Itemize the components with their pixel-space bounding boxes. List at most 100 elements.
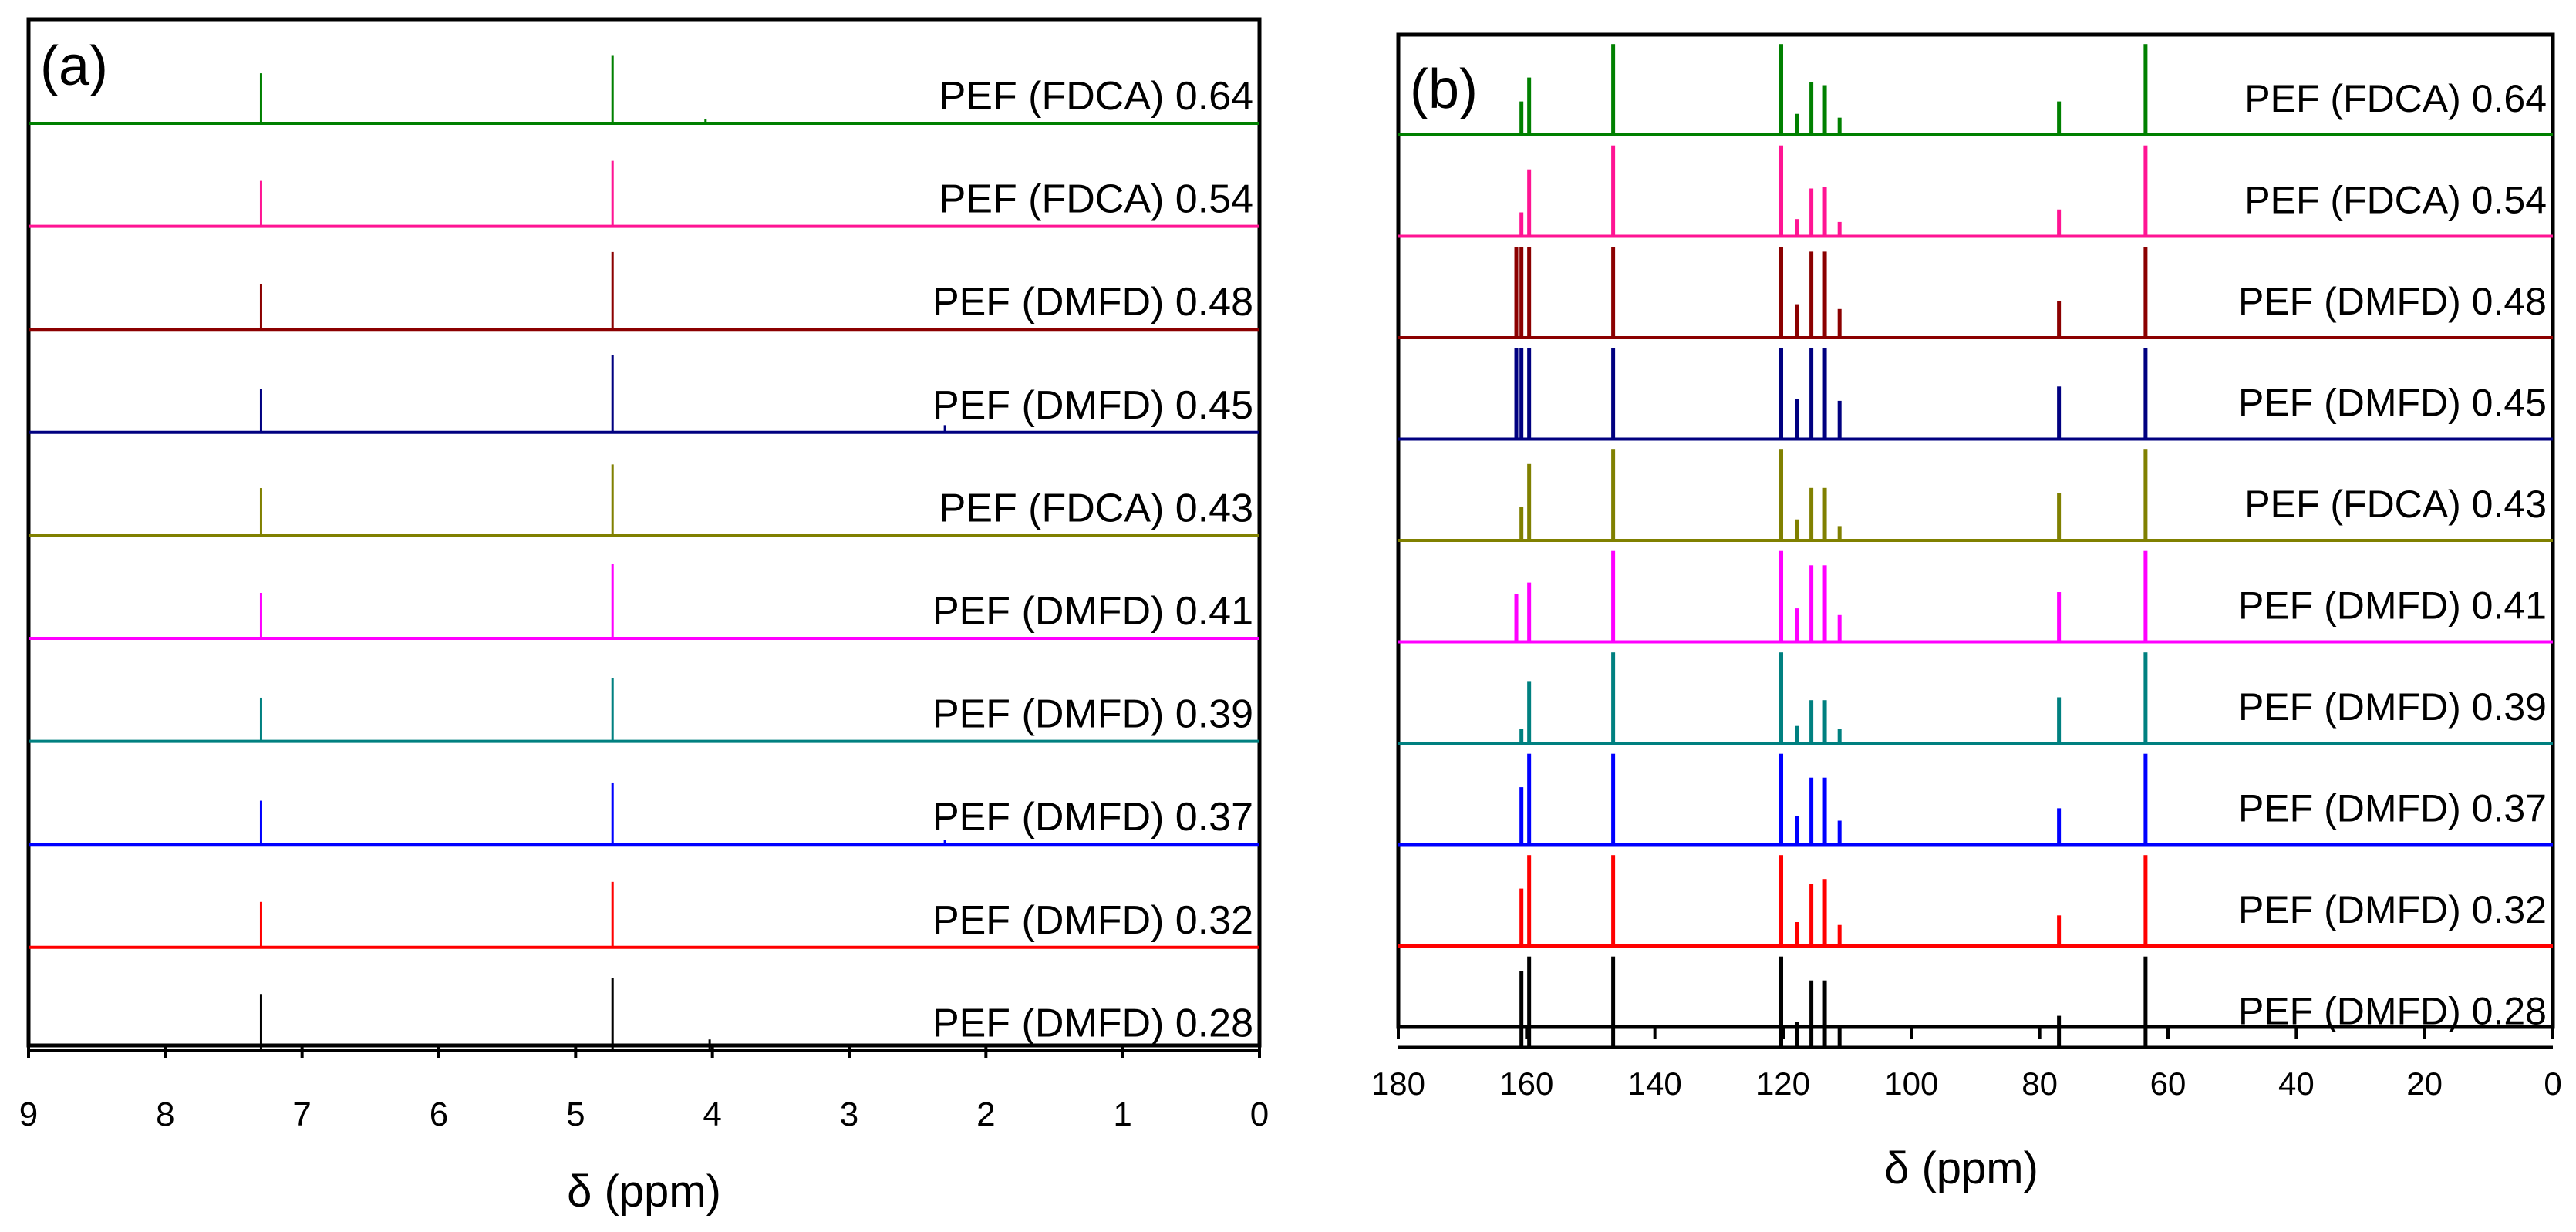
panel-a-spectra bbox=[29, 55, 1259, 1052]
panel-a-tick-label: 3 bbox=[840, 1096, 858, 1133]
panel-b-x-axis-title: δ (ppm) bbox=[1884, 1143, 2038, 1193]
panel-b-peak bbox=[1779, 348, 1784, 439]
panel-b-peak bbox=[1527, 582, 1532, 642]
panel-b-peak bbox=[2143, 44, 2148, 136]
panel-b-peak bbox=[1611, 247, 1616, 338]
panel-a-tick-label: 8 bbox=[156, 1096, 174, 1133]
panel-b-peak bbox=[2143, 855, 2148, 946]
panel-b-series-3 bbox=[1398, 247, 2553, 339]
panel-a-series-label: PEF (FDCA) 0.54 bbox=[939, 177, 1253, 222]
panel-b-peak bbox=[1611, 855, 1616, 946]
panel-b-series-7 bbox=[1398, 652, 2553, 745]
panel-a: (a) PEF (FDCA) 0.64 PEF (FDCA) 0.54 PEF (D… bbox=[19, 17, 1269, 1217]
panel-b-frame bbox=[1396, 32, 2555, 1029]
panel-b-peak bbox=[2143, 956, 2148, 1048]
panel-a-peak bbox=[611, 160, 614, 227]
panel-b-peak bbox=[1837, 1026, 1842, 1048]
panel-b-series-5 bbox=[1398, 449, 2553, 542]
panel-b-tick-label: 80 bbox=[2021, 1065, 2058, 1102]
panel-b-peak bbox=[1527, 247, 1532, 338]
panel-b-peak bbox=[1837, 820, 1842, 845]
panel-b-peak bbox=[1519, 787, 1524, 845]
panel-a-series-6 bbox=[29, 564, 1259, 640]
panel-b-peak bbox=[2057, 1015, 2062, 1048]
panel-a-peak bbox=[259, 180, 262, 227]
panel-b-tick-label: 100 bbox=[1884, 1065, 1938, 1102]
panel-b-series-label: PEF (DMFD) 0.39 bbox=[2238, 685, 2547, 729]
panel-b-series-2 bbox=[1398, 145, 2553, 238]
panel-a-tick-label: 7 bbox=[292, 1096, 311, 1133]
panel-b-peak bbox=[1809, 980, 1814, 1048]
panel-b-peak bbox=[1837, 924, 1842, 946]
panel-b-series-label: PEF (DMFD) 0.48 bbox=[2238, 280, 2547, 323]
panel-a-peak bbox=[259, 593, 262, 638]
panel-b-tick-label: 160 bbox=[1499, 1065, 1553, 1102]
panel-a-x-ticks: 9 8 7 6 5 4 3 2 1 0 bbox=[19, 1045, 1269, 1133]
panel-b-peak bbox=[1527, 956, 1532, 1048]
panel-b-tick-label: 60 bbox=[2150, 1065, 2187, 1102]
panel-b-peak bbox=[2057, 101, 2062, 135]
panel-b-peak bbox=[1611, 145, 1616, 237]
panel-b-peak bbox=[2057, 808, 2062, 845]
panel-b-peak bbox=[1822, 565, 1827, 642]
panel-a-tick-label: 9 bbox=[19, 1096, 38, 1133]
panel-a-series-2 bbox=[29, 160, 1259, 228]
panel-b-tick-label: 180 bbox=[1371, 1065, 1425, 1102]
panel-b-peak bbox=[1795, 608, 1799, 642]
panel-a-series-7 bbox=[29, 678, 1259, 743]
panel-b-series-9 bbox=[1398, 855, 2553, 948]
panel-b-peak bbox=[1611, 956, 1616, 1048]
panel-b-peak bbox=[1527, 77, 1532, 135]
panel-a-peak bbox=[943, 840, 946, 845]
panel-a-peak bbox=[708, 1039, 711, 1051]
panel-b-peak bbox=[1809, 777, 1814, 845]
panel-b-peak bbox=[2143, 145, 2148, 237]
panel-b-peak bbox=[2057, 209, 2062, 237]
panel-a-series-5 bbox=[29, 464, 1259, 537]
panel-b-peak bbox=[2143, 348, 2148, 439]
panel-b-peak bbox=[1822, 487, 1827, 540]
panel-b-peak bbox=[2057, 592, 2062, 642]
panel-b-peak bbox=[1809, 251, 1814, 338]
panel-b-series-label: PEF (DMFD) 0.37 bbox=[2238, 787, 2547, 830]
panel-b-series-label: PEF (DMFD) 0.28 bbox=[2238, 990, 2547, 1033]
panel-b-peak bbox=[1809, 82, 1814, 135]
panel-b-peak bbox=[1519, 971, 1524, 1048]
panel-b-peak bbox=[1779, 550, 1784, 642]
panel-b-peak bbox=[1779, 753, 1784, 845]
panel-a-tick-label: 6 bbox=[430, 1096, 448, 1133]
panel-a-series-8 bbox=[29, 782, 1259, 847]
panel-a-peak bbox=[259, 994, 262, 1051]
panel-a-series-4 bbox=[29, 355, 1259, 434]
panel-b-peak bbox=[1514, 247, 1519, 338]
panel-b-peak bbox=[1519, 729, 1524, 743]
panel-b-series-label: PEF (FDCA) 0.54 bbox=[2244, 179, 2547, 222]
panel-a-peak bbox=[943, 425, 946, 433]
panel-b-series-4 bbox=[1398, 348, 2553, 441]
panel-b-peak bbox=[1809, 188, 1814, 237]
panel-a-tick-label: 1 bbox=[1113, 1096, 1131, 1133]
panel-b-peak bbox=[1527, 348, 1532, 439]
panel-b-peak bbox=[1822, 85, 1827, 135]
panel-b-peak bbox=[1795, 816, 1799, 845]
panel-b-series-6 bbox=[1398, 550, 2553, 644]
panel-a-peak bbox=[259, 488, 262, 536]
panel-b-peak bbox=[2143, 550, 2148, 642]
panel-b-peak bbox=[1527, 753, 1532, 845]
panel-b-labels: PEF (FDCA) 0.64 PEF (FDCA) 0.54 PEF (DMFD)… bbox=[2238, 77, 2547, 1033]
panel-b-peak bbox=[1795, 1022, 1799, 1048]
panel-a-series-label: PEF (DMFD) 0.39 bbox=[932, 692, 1253, 737]
panel-a-series-label: PEF (DMFD) 0.28 bbox=[932, 1001, 1253, 1045]
panel-a-peak bbox=[259, 389, 262, 433]
panel-a-peak bbox=[611, 978, 614, 1051]
panel-b-peak bbox=[1779, 449, 1784, 540]
panel-a-frame bbox=[26, 17, 1262, 1048]
panel-b-series-label: PEF (DMFD) 0.32 bbox=[2238, 888, 2547, 931]
panel-a-peak bbox=[611, 881, 614, 948]
panel-b-peak bbox=[1837, 117, 1842, 135]
panel-a-peak bbox=[611, 55, 614, 123]
panel-b-series-label: PEF (DMFD) 0.41 bbox=[2238, 584, 2547, 628]
panel-a-peak bbox=[611, 251, 614, 330]
panel-a-peak bbox=[259, 800, 262, 845]
